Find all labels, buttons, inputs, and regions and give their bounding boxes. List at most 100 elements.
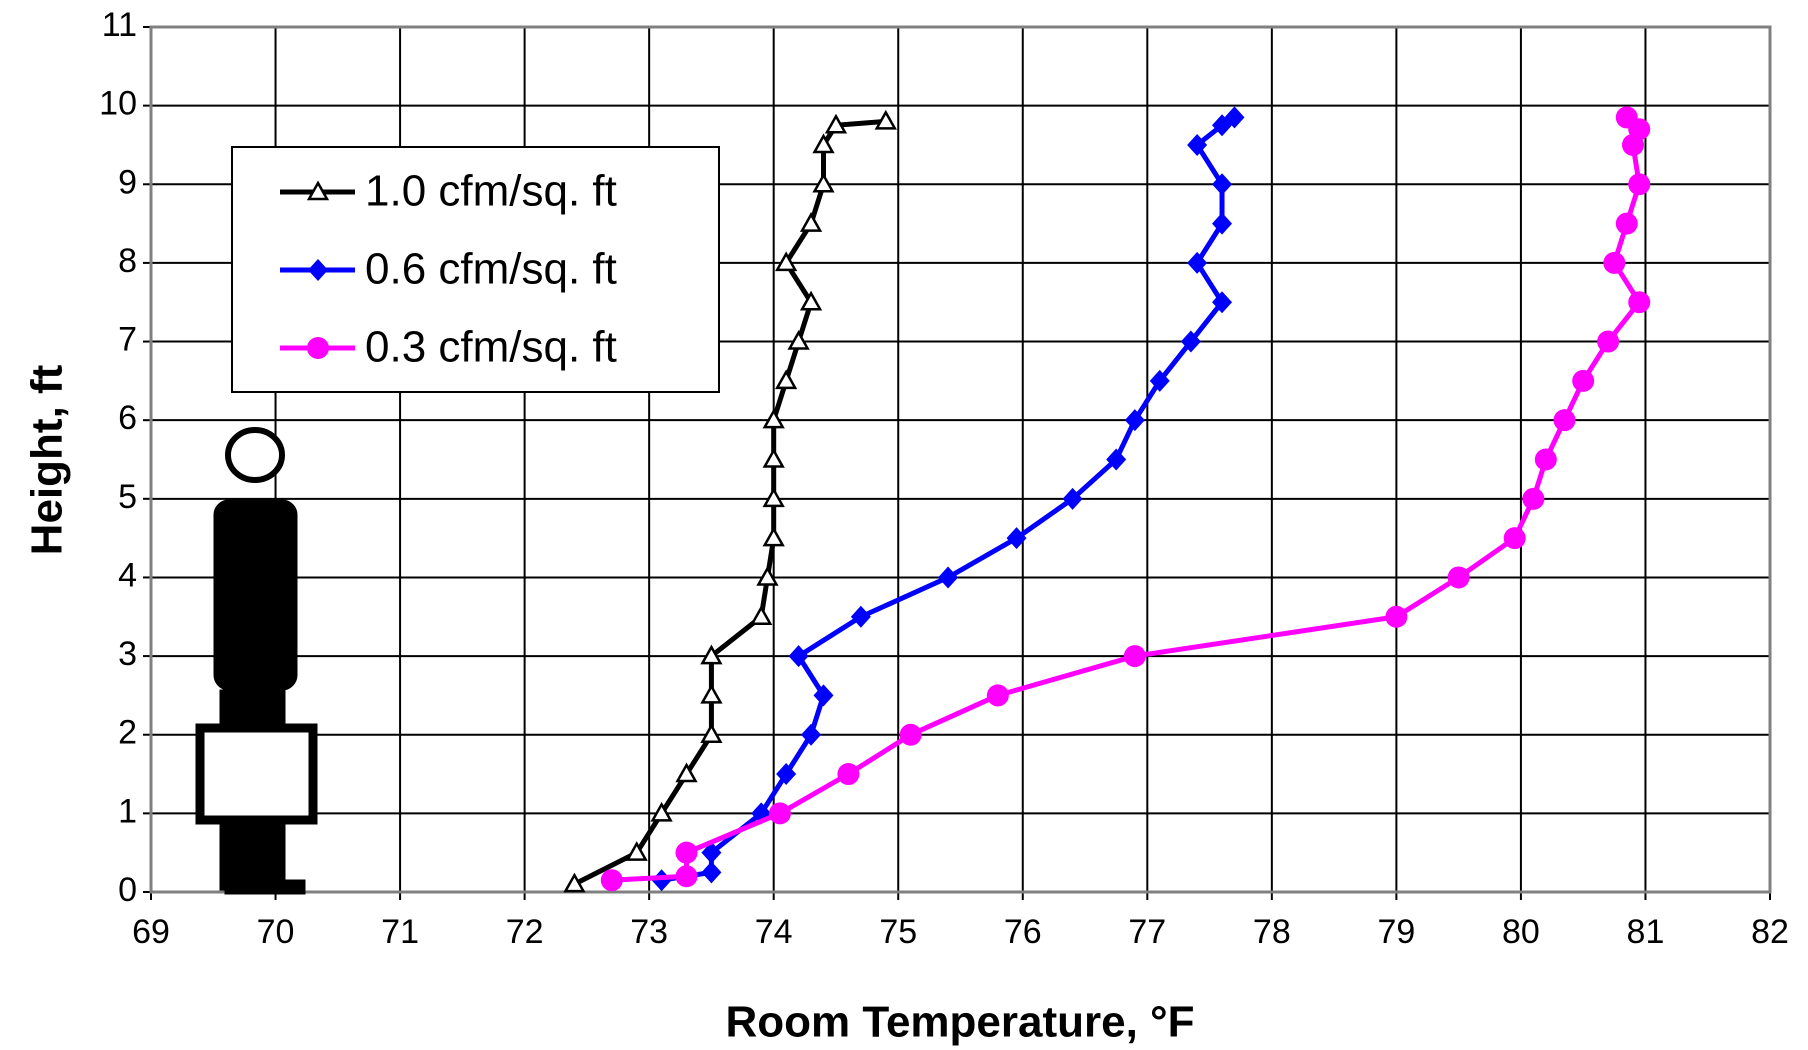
y-tick-label: 9 <box>118 163 137 201</box>
marker <box>307 337 329 359</box>
marker <box>308 259 328 281</box>
marker <box>775 251 798 272</box>
marker <box>899 723 922 746</box>
y-tick-label: 2 <box>118 714 137 752</box>
marker <box>1553 409 1576 432</box>
y-tick-label: 3 <box>118 635 137 673</box>
x-tick-label: 72 <box>506 913 544 951</box>
marker <box>675 762 698 783</box>
marker <box>306 180 330 201</box>
marker <box>1597 330 1620 353</box>
marker <box>625 841 648 861</box>
marker <box>701 841 722 864</box>
series-line <box>573 118 886 887</box>
marker <box>1006 527 1027 550</box>
marker <box>563 872 586 893</box>
x-tick-label: 70 <box>257 913 295 951</box>
x-tick-label: 76 <box>1004 913 1042 951</box>
marker <box>756 565 779 586</box>
marker <box>1212 173 1233 196</box>
marker <box>675 841 698 864</box>
marker <box>768 802 791 825</box>
marker <box>700 644 723 665</box>
marker <box>750 605 773 626</box>
marker <box>776 763 797 786</box>
marker <box>700 723 723 743</box>
x-tick-label: 80 <box>1502 913 1540 951</box>
marker <box>1628 291 1651 314</box>
y-tick-label: 4 <box>118 556 137 594</box>
marker <box>1615 212 1638 235</box>
marker <box>701 861 722 884</box>
legend: 1.0 cfm/sq. ft 0.6 cfm/sq. ft 0.3 cfm/sq. … <box>280 167 617 372</box>
marker <box>762 526 785 547</box>
y-tick-label: 11 <box>102 6 137 44</box>
x-tick-label: 78 <box>1253 913 1291 951</box>
marker <box>1522 487 1545 510</box>
marker <box>874 109 897 130</box>
x-tick-label: 74 <box>755 913 793 951</box>
x-tick-label: 82 <box>1751 913 1789 951</box>
marker <box>600 869 623 892</box>
marker <box>1212 291 1233 314</box>
marker <box>1124 409 1145 432</box>
y-tick-label: 7 <box>118 321 137 359</box>
marker <box>938 566 959 589</box>
y-tick-label: 5 <box>118 478 137 516</box>
y-tick-label: 1 <box>118 792 137 830</box>
marker <box>700 683 723 704</box>
marker <box>837 763 860 786</box>
x-axis-title: Room Temperature, °F <box>725 998 1194 1047</box>
legend-label: 1.0 cfm/sq. ft <box>365 167 617 216</box>
marker <box>1615 106 1638 129</box>
marker <box>1603 251 1626 274</box>
person-icon <box>195 427 318 895</box>
marker <box>799 212 823 232</box>
marker <box>813 684 834 707</box>
marker <box>762 408 785 429</box>
series-layer <box>563 106 1651 893</box>
marker <box>799 290 823 311</box>
y-axis-title: Height, ft <box>23 364 72 555</box>
marker <box>1106 448 1127 471</box>
marker <box>1062 487 1083 510</box>
marker <box>1180 330 1201 353</box>
x-tick-label: 75 <box>879 913 917 951</box>
marker <box>1447 566 1470 589</box>
marker <box>824 113 848 134</box>
marker <box>1212 212 1233 235</box>
x-tick-label: 77 <box>1128 913 1166 951</box>
marker <box>1628 173 1651 196</box>
marker <box>1123 645 1146 668</box>
y-tick-label: 8 <box>118 242 137 280</box>
marker <box>850 605 871 628</box>
marker <box>775 369 798 390</box>
marker <box>1149 369 1170 392</box>
marker <box>1572 369 1595 392</box>
marker <box>812 172 835 193</box>
legend-label: 0.3 cfm/sq. ft <box>365 323 617 372</box>
legend-label: 0.6 cfm/sq. ft <box>365 245 617 294</box>
marker <box>1385 605 1408 628</box>
x-tick-label: 79 <box>1377 913 1415 951</box>
y-tick-label: 6 <box>118 399 137 437</box>
marker <box>1534 448 1557 471</box>
marker <box>651 869 672 892</box>
marker <box>1503 527 1526 550</box>
marker <box>650 801 673 822</box>
marker <box>1187 133 1208 156</box>
x-tick-label: 69 <box>132 913 170 951</box>
marker <box>788 645 809 668</box>
marker <box>675 865 698 888</box>
marker <box>787 329 810 350</box>
y-tick-label: 0 <box>118 871 137 909</box>
marker <box>1187 251 1208 274</box>
x-tick-label: 71 <box>381 913 419 951</box>
x-tick-label: 81 <box>1627 913 1665 951</box>
marker <box>812 133 835 154</box>
marker <box>1224 106 1245 129</box>
marker <box>762 447 785 468</box>
x-tick-label: 73 <box>630 913 668 951</box>
plot-frame <box>149 25 1772 894</box>
